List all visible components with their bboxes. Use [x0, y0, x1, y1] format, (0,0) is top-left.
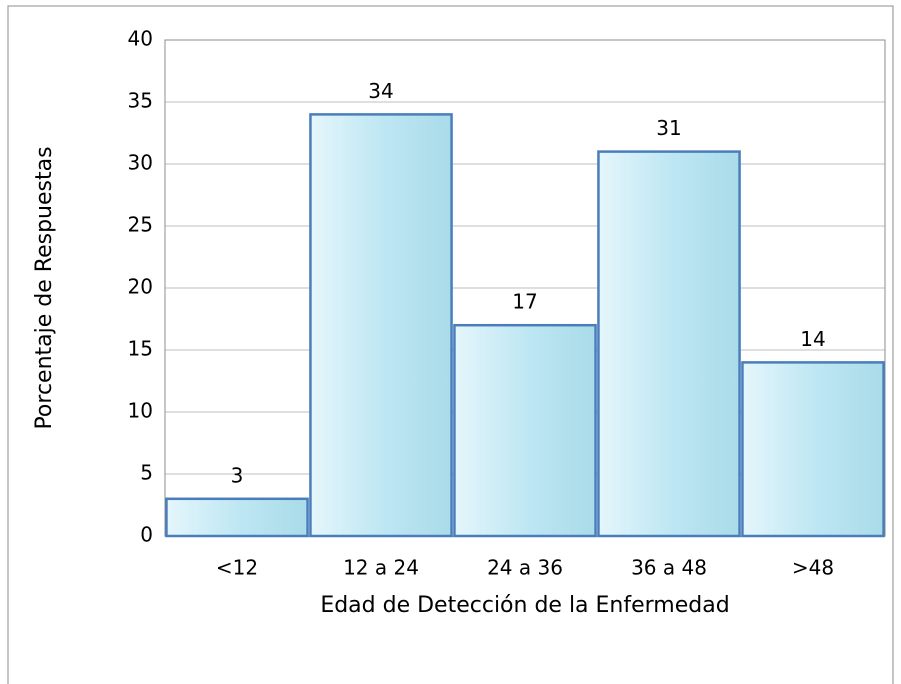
- x-tick-label: >48: [792, 556, 834, 580]
- y-tick-label: 20: [128, 275, 153, 299]
- bar: [309, 113, 453, 538]
- x-tick-label: 12 a 24: [343, 556, 419, 580]
- y-tick-label: 15: [128, 337, 153, 361]
- data-label: 14: [800, 327, 825, 351]
- data-label: 31: [656, 116, 681, 140]
- x-tick-label: 36 a 48: [631, 556, 707, 580]
- data-label: 34: [368, 79, 393, 103]
- y-tick-label: 30: [128, 151, 153, 175]
- x-axis-title: Edad de Detección de la Enfermedad: [320, 593, 729, 618]
- data-label: 3: [231, 463, 244, 487]
- bar: [453, 323, 597, 538]
- y-tick-label: 35: [128, 89, 153, 113]
- y-tick-label: 10: [128, 399, 153, 423]
- frame: [7, 5, 894, 684]
- y-tick-label: 40: [128, 27, 153, 51]
- x-tick-label: <12: [216, 556, 258, 580]
- y-tick-label: 25: [128, 213, 153, 237]
- y-axis-title: Porcentaje de Respuestas: [32, 146, 57, 429]
- bar: [165, 497, 309, 538]
- bar: [741, 361, 885, 538]
- data-label: 17: [512, 290, 537, 314]
- bar: [597, 150, 741, 538]
- y-tick-label: 5: [140, 461, 153, 485]
- y-tick-label: 0: [140, 523, 153, 547]
- x-tick-label: 24 a 36: [487, 556, 563, 580]
